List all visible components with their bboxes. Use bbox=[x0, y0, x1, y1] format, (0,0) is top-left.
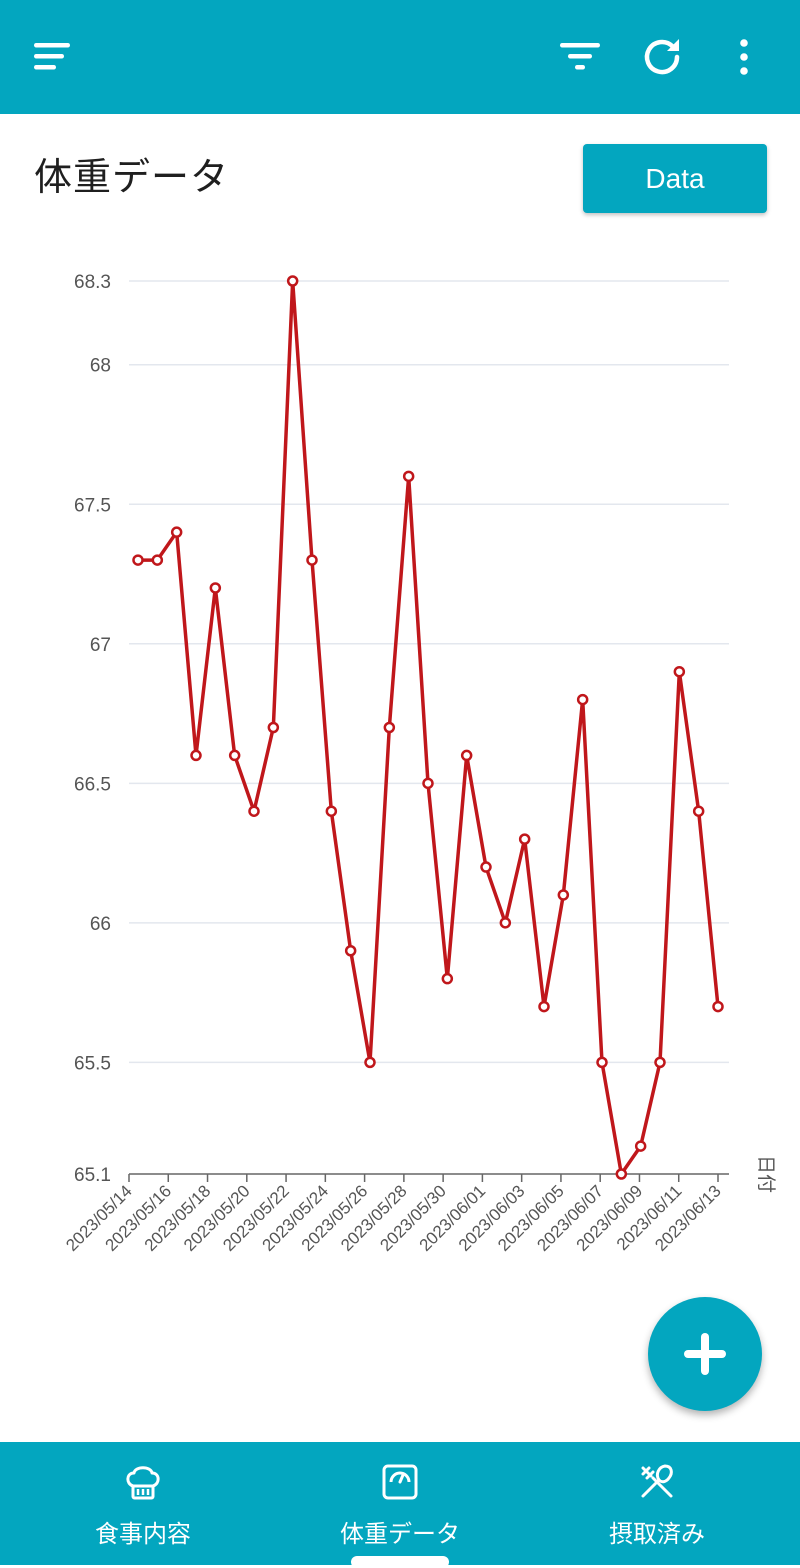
y-tick-label: 67.5 bbox=[74, 495, 111, 516]
nav-item-consumed[interactable]: 摂取済み bbox=[524, 1442, 790, 1565]
data-point bbox=[634, 1140, 647, 1152]
scale-icon bbox=[382, 1464, 418, 1500]
page-title: 体重データ bbox=[34, 155, 230, 199]
data-point bbox=[383, 721, 396, 734]
refresh-button[interactable] bbox=[632, 27, 692, 87]
nav-label-consumed: 摂取済み bbox=[609, 1520, 705, 1548]
data-point bbox=[518, 833, 531, 845]
data-point bbox=[557, 889, 570, 901]
data-point bbox=[209, 582, 222, 594]
data-point bbox=[654, 1056, 666, 1069]
data-point bbox=[325, 805, 338, 817]
data-point bbox=[499, 917, 512, 929]
data-point bbox=[615, 1168, 628, 1180]
add-button[interactable] bbox=[648, 1297, 762, 1411]
active-tab-indicator bbox=[351, 1556, 449, 1568]
data-point bbox=[267, 721, 280, 734]
y-tick-label: 66 bbox=[90, 914, 111, 935]
chef-hat-icon bbox=[126, 1466, 160, 1500]
data-point bbox=[402, 470, 415, 483]
x-axis-label: 日付 bbox=[755, 1155, 777, 1193]
data-point bbox=[364, 1056, 376, 1069]
nav-item-weight[interactable]: 体重データ bbox=[267, 1442, 533, 1565]
filter-icon bbox=[560, 43, 600, 70]
data-point bbox=[480, 861, 492, 873]
nav-item-meals[interactable]: 食事内容 bbox=[10, 1442, 276, 1565]
data-point bbox=[344, 945, 357, 957]
y-tick-label: 65.5 bbox=[74, 1053, 111, 1074]
y-tick-label: 67 bbox=[90, 635, 111, 656]
data-point bbox=[692, 805, 705, 817]
data-point bbox=[712, 1000, 724, 1013]
data-point bbox=[132, 554, 144, 566]
data-point bbox=[190, 749, 202, 762]
refresh-icon bbox=[644, 39, 680, 75]
data-point bbox=[422, 777, 434, 790]
y-tick-label: 65.1 bbox=[74, 1165, 111, 1186]
data-point bbox=[286, 275, 299, 287]
data-point bbox=[673, 665, 686, 678]
data-point bbox=[306, 554, 318, 566]
y-tick-label: 66.5 bbox=[74, 774, 111, 795]
filter-button[interactable] bbox=[550, 27, 610, 87]
plus-icon bbox=[684, 1333, 726, 1375]
app-bar bbox=[0, 0, 800, 114]
data-button[interactable]: Data bbox=[583, 144, 767, 213]
y-tick-label: 68.3 bbox=[74, 272, 111, 293]
more-vert-icon bbox=[740, 39, 748, 75]
data-point bbox=[248, 805, 260, 817]
data-point bbox=[460, 749, 473, 762]
menu-button[interactable] bbox=[23, 27, 83, 87]
data-point bbox=[170, 526, 183, 538]
y-tick-label: 68 bbox=[90, 356, 111, 377]
series-line bbox=[138, 279, 720, 1176]
nav-label-weight: 体重データ bbox=[340, 1520, 460, 1548]
nav-label-meals: 食事内容 bbox=[95, 1520, 191, 1548]
data-point bbox=[596, 1056, 608, 1069]
data-point bbox=[151, 554, 164, 566]
bottom-navigation: 食事内容 体重データ 摂取済み bbox=[0, 1442, 800, 1565]
data-point bbox=[441, 972, 454, 985]
more-button[interactable] bbox=[714, 27, 774, 87]
weight-line-chart: 68.36867.56766.56665.565.12023/05/142023… bbox=[62, 272, 777, 1255]
data-point bbox=[576, 693, 589, 706]
data-point bbox=[228, 749, 241, 762]
sort-menu-icon bbox=[34, 43, 70, 70]
utensils-crossed-icon bbox=[641, 1464, 673, 1498]
data-point bbox=[538, 1000, 550, 1013]
